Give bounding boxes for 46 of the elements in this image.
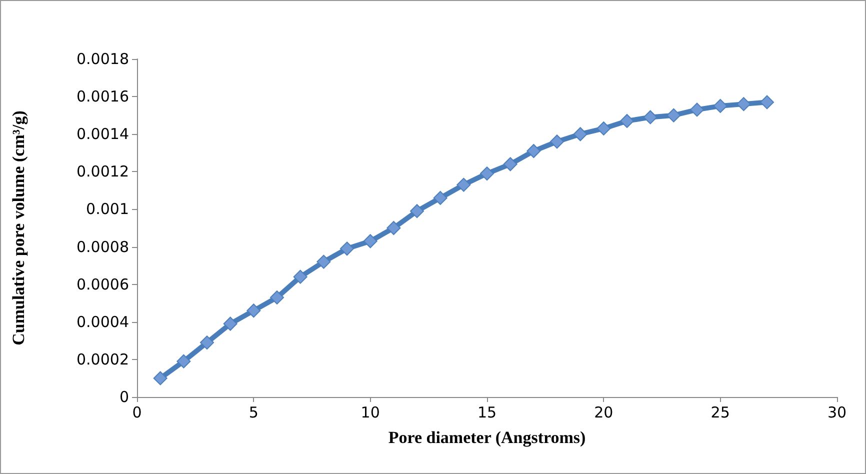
y-tick-label: 0.0018 xyxy=(76,50,129,68)
point xyxy=(363,234,378,248)
point xyxy=(643,110,658,124)
point xyxy=(316,254,331,269)
x-tick-label: 5 xyxy=(248,404,258,422)
x-tick-label: 30 xyxy=(827,404,847,422)
point xyxy=(410,204,424,218)
y-tick-label: 0 xyxy=(119,388,129,406)
y-tick-label: 0.0008 xyxy=(76,238,129,256)
y-tick-label: 0.001 xyxy=(86,200,129,218)
point xyxy=(550,134,564,149)
point xyxy=(503,157,518,172)
point xyxy=(573,127,588,142)
x-tick-label: 20 xyxy=(594,404,614,422)
point xyxy=(386,221,401,235)
point xyxy=(526,144,541,158)
point xyxy=(480,166,494,181)
y-tick-label: 0.0002 xyxy=(76,350,129,368)
y-tick-label: 0.0016 xyxy=(76,88,129,106)
point xyxy=(666,108,681,122)
x-tick-label: 15 xyxy=(477,404,497,422)
point xyxy=(270,290,284,304)
point xyxy=(736,97,751,112)
x-tick-label: 25 xyxy=(710,404,730,422)
point xyxy=(153,371,168,386)
point xyxy=(596,121,611,136)
y-tick-label: 0.0006 xyxy=(76,275,129,294)
point xyxy=(620,114,634,128)
point xyxy=(223,316,238,331)
x-tick-label: 0 xyxy=(132,404,142,422)
point xyxy=(760,95,774,110)
point xyxy=(713,98,728,113)
y-tick-label: 0.0004 xyxy=(76,312,129,331)
point xyxy=(246,304,261,318)
point xyxy=(433,190,448,205)
point xyxy=(456,178,471,192)
point xyxy=(340,242,354,256)
point xyxy=(293,270,308,284)
point xyxy=(200,336,214,350)
x-axis-title: Pore diameter (Angstroms) xyxy=(388,428,586,447)
y-tick-label: 0.0012 xyxy=(76,162,129,181)
point xyxy=(176,354,191,368)
y-axis-title: Cumulative pore volume (cm³/g) xyxy=(9,110,28,346)
y-tick-label: 0.0014 xyxy=(76,125,129,144)
point xyxy=(690,102,704,117)
x-tick-label: 10 xyxy=(360,404,380,422)
